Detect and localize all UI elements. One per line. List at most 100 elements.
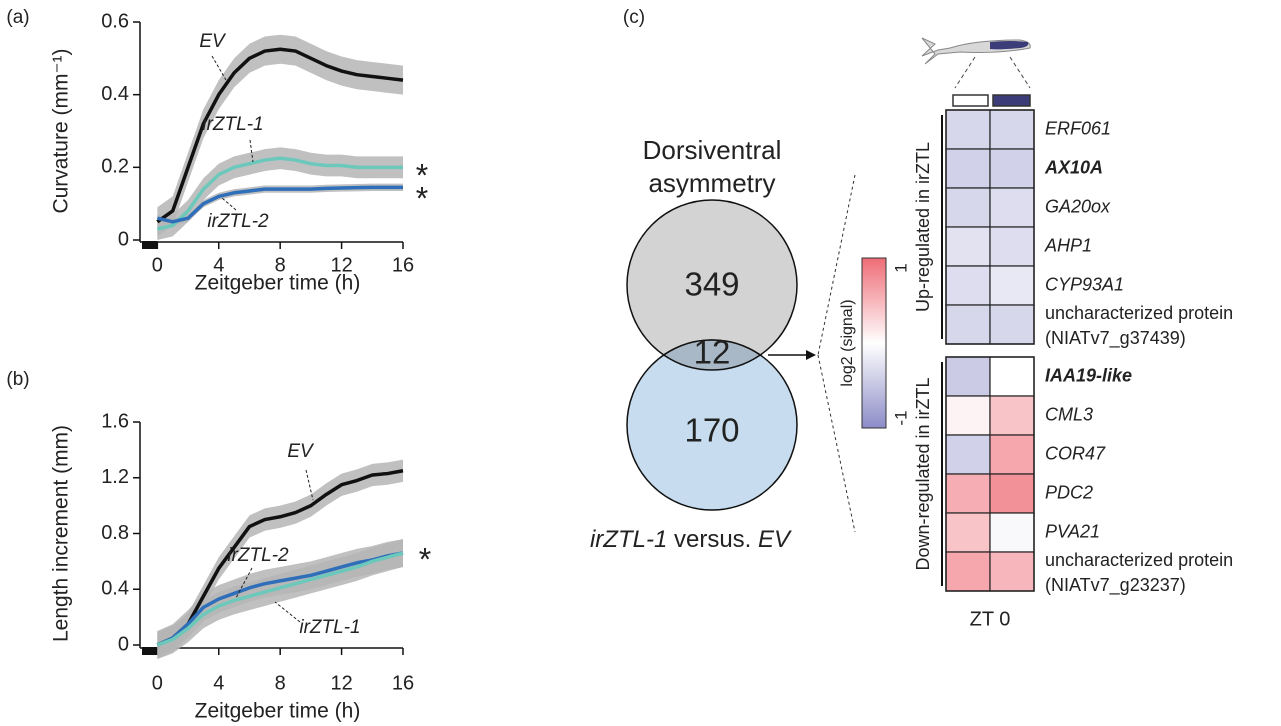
x-tick-label: 8 [275,672,286,694]
heatmap-cell [989,434,1035,475]
annotation: * [419,541,431,577]
x-tick-label: 12 [330,672,352,694]
row-label: (NIATv7_g23237) [1045,575,1186,596]
y-tick-label: 0 [118,633,129,655]
series-line [156,551,404,647]
row-label: (NIATv7_g37439) [1045,328,1186,349]
heatmap-cell [945,512,991,553]
heatmap-cell [989,265,1035,306]
y-tick-label: 0.4 [101,83,129,105]
row-label: ERF061 [1045,118,1111,138]
label-leader [249,139,254,163]
error-band [157,183,403,226]
annotation: * [416,157,428,193]
heatmap-cell [989,304,1035,345]
x-tick-label: 4 [213,254,224,276]
x-tick-label: 0 [152,672,163,694]
row-label: CYP93A1 [1045,274,1124,294]
row-label: IAA19-like [1045,365,1132,385]
venn-count: 170 [684,412,739,449]
row-label: AHP1 [1044,235,1092,255]
venn-label: irZTL-1 versus. EV [590,526,792,553]
dark-period [142,241,158,249]
venn-connector [768,174,856,533]
row-label: GA20ox [1045,196,1111,216]
series-label: irZTL-2 [207,211,269,232]
group-label: Up-regulated in irZTL [913,142,933,312]
row-label: COR47 [1045,443,1106,463]
heatmap-cell [945,226,991,267]
y-tick-label: 1.2 [101,466,129,488]
y-tick-label: 0.2 [101,156,129,178]
annotation: * [416,180,428,216]
series-label: irZTL-1 [299,617,360,638]
y-tick-label: 0.6 [101,10,129,32]
colorbar-label: log2 (signal) [839,299,856,386]
label-leader [221,197,237,211]
heatmap-cell [945,395,991,436]
heatmap-cell [945,187,991,228]
heatmap-cell [989,187,1035,228]
group-outline [945,109,1035,345]
heatmap-cell [945,434,991,475]
heatmap-cell [989,473,1035,514]
x-tick-label: 8 [275,254,286,276]
error-band [157,147,403,240]
y-tick-label: 1.6 [101,410,129,432]
series-label: irZTL-2 [227,545,289,566]
series-label: irZTL-1 [202,114,263,135]
panel-label: (c) [623,7,645,28]
x-axis-label: Zeitgeber time (h) [195,272,361,295]
leaf-icon [921,37,1031,107]
heatmap-cell [989,395,1035,436]
colorbar-tick-label: 1 [891,263,910,272]
colorbar [861,257,887,429]
heatmap-cell [945,473,991,514]
venn-label-part: irZTL-1 [590,526,667,553]
series-label: EV [287,441,315,462]
row-label: PDC2 [1045,482,1093,502]
group-label: Down-regulated in irZTL [913,377,933,570]
x-tick-label: 4 [213,672,224,694]
label-leader [235,567,253,599]
heatmap-cell [989,551,1035,592]
series-line [156,156,403,231]
heatmap-cell [989,109,1035,150]
row-label: AX10A [1044,157,1103,177]
heatmap-cell [989,356,1035,397]
y-axis-label: Curvature (mm⁻¹) [50,48,73,213]
venn-title: Dorsiventral [643,135,782,165]
x-axis-label: Zeitgeber time (h) [195,700,361,723]
panel-label: (a) [6,7,29,28]
heatmap-cell [989,512,1035,553]
label-leader [305,469,314,501]
x-tick-label: 12 [330,254,352,276]
venn-label-part: versus. [667,526,758,553]
heatmap-cell [945,356,991,397]
heatmap-cell [945,551,991,592]
x-tick-label: 16 [392,672,414,694]
venn-overlap [662,339,762,371]
panel-label: (b) [6,369,29,390]
dark-period [142,647,158,655]
series-line [156,185,403,224]
heatmap-cell [945,304,991,345]
series-line [156,47,404,224]
colorbar-tick-label: -1 [891,410,910,425]
series-line [156,551,404,647]
row-label: uncharacterized protein [1045,303,1233,323]
venn-label-part: EV [758,526,792,553]
heatmap-cell [945,109,991,150]
y-tick-label: 0.8 [101,522,129,544]
y-axis-label: Length increment (mm) [50,425,73,642]
group-outline [945,356,1035,592]
series-line [156,469,404,647]
y-tick-label: 0 [118,228,129,250]
heatmap-cell [989,226,1035,267]
venn-count: 349 [684,266,739,303]
heatmap-cell [945,148,991,189]
heatmap-cell [989,148,1035,189]
row-label: uncharacterized protein [1045,550,1233,570]
venn-title: asymmetry [648,168,775,198]
